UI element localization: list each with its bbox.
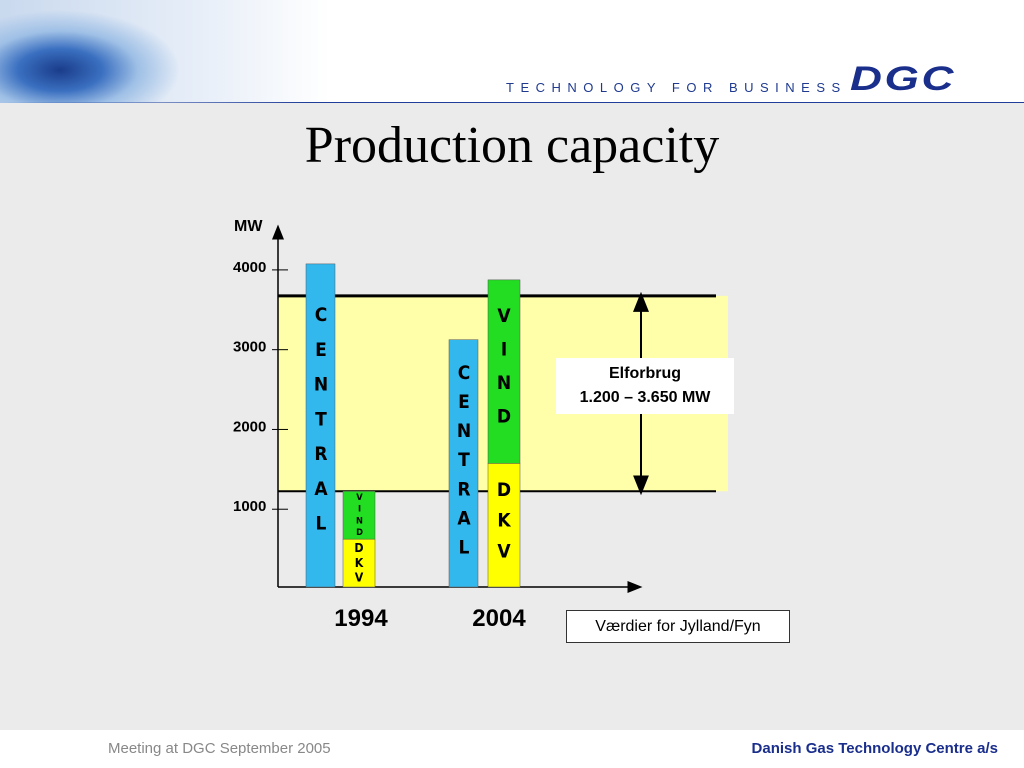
- logo: DGC: [850, 60, 957, 98]
- bar-label: VIND: [354, 491, 365, 539]
- note: Værdier for Jylland/Fyn: [566, 610, 790, 643]
- header: TECHNOLOGY FOR BUSINESS DGC: [0, 0, 1024, 103]
- bar: [487, 279, 521, 464]
- band-label: Elforbrug: [609, 365, 681, 382]
- bar-label: VIND: [493, 304, 515, 439]
- y-tick-label: 1000: [233, 498, 266, 515]
- footer-right: Danish Gas Technology Centre a/s: [751, 740, 998, 757]
- chart-title: Production capacity: [304, 117, 720, 174]
- bar: [342, 491, 376, 540]
- bar: [305, 263, 336, 588]
- y-tick-label: 2000: [233, 418, 266, 435]
- bar-label: DKV: [352, 540, 366, 586]
- x-tick-label: 2004: [472, 605, 526, 632]
- bar: [487, 463, 521, 588]
- footer-left: Meeting at DGC September 2005: [108, 740, 331, 757]
- bar-label: DKV: [493, 479, 515, 572]
- bar-label: CENTRAL: [310, 303, 332, 548]
- bar-label: CENTRAL: [453, 361, 475, 566]
- band-range-label: 1.200 – 3.650 MW: [579, 389, 711, 406]
- y-axis-label: MW: [234, 218, 263, 235]
- flame-image: [0, 0, 330, 103]
- band-label-box: Elforbrug 1.200 – 3.650 MW: [556, 358, 734, 414]
- bar: [448, 339, 479, 588]
- tagline: TECHNOLOGY FOR BUSINESS: [506, 80, 847, 95]
- bar: [342, 538, 376, 588]
- x-tick-label: 1994: [334, 605, 388, 632]
- y-tick-label: 4000: [233, 259, 266, 276]
- y-tick-label: 3000: [233, 339, 266, 356]
- footer: Meeting at DGC September 2005 Danish Gas…: [0, 730, 1024, 768]
- header-rule: [0, 102, 1024, 103]
